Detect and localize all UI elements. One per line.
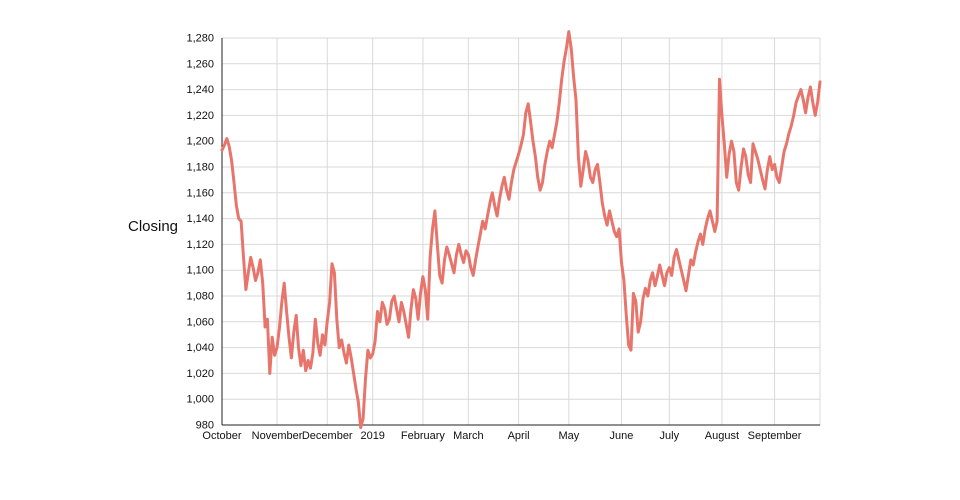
y-tick-label: 1,100 (186, 265, 214, 277)
x-tick-label: November (252, 430, 303, 442)
y-tick-label: 1,120 (186, 239, 214, 251)
x-tick-label: July (660, 430, 680, 442)
x-tick-label: March (453, 430, 484, 442)
y-tick-label: 1,280 (186, 33, 214, 45)
y-tick-label: 1,000 (186, 394, 214, 406)
y-tick-label: 1,060 (186, 316, 214, 328)
price-line (220, 30, 822, 430)
y-tick-label: 1,140 (186, 213, 214, 225)
x-tick-label: April (508, 430, 530, 442)
y-tick-label: 1,080 (186, 291, 214, 303)
x-tick-label: October (202, 430, 241, 442)
x-tick-label: 2019 (360, 430, 384, 442)
y-tick-label: 1,040 (186, 342, 214, 354)
x-tick-label: August (705, 430, 739, 442)
x-tick-label: September (748, 430, 802, 442)
y-tick-label: 980 (196, 420, 214, 432)
y-axis-title: Closing (128, 218, 179, 235)
y-tick-label: 1,260 (186, 58, 214, 70)
y-tick-label: 1,180 (186, 162, 214, 174)
x-tick-label: June (610, 430, 634, 442)
x-tick-label: February (401, 430, 446, 442)
y-tick-label: 1,220 (186, 110, 214, 122)
x-tick-label: December (302, 430, 353, 442)
y-tick-label: 1,200 (186, 136, 214, 148)
x-tick-label: May (558, 430, 579, 442)
y-tick-label: 1,020 (186, 368, 214, 380)
y-tick-label: 1,240 (186, 84, 214, 96)
y-tick-label: 1,160 (186, 187, 214, 199)
